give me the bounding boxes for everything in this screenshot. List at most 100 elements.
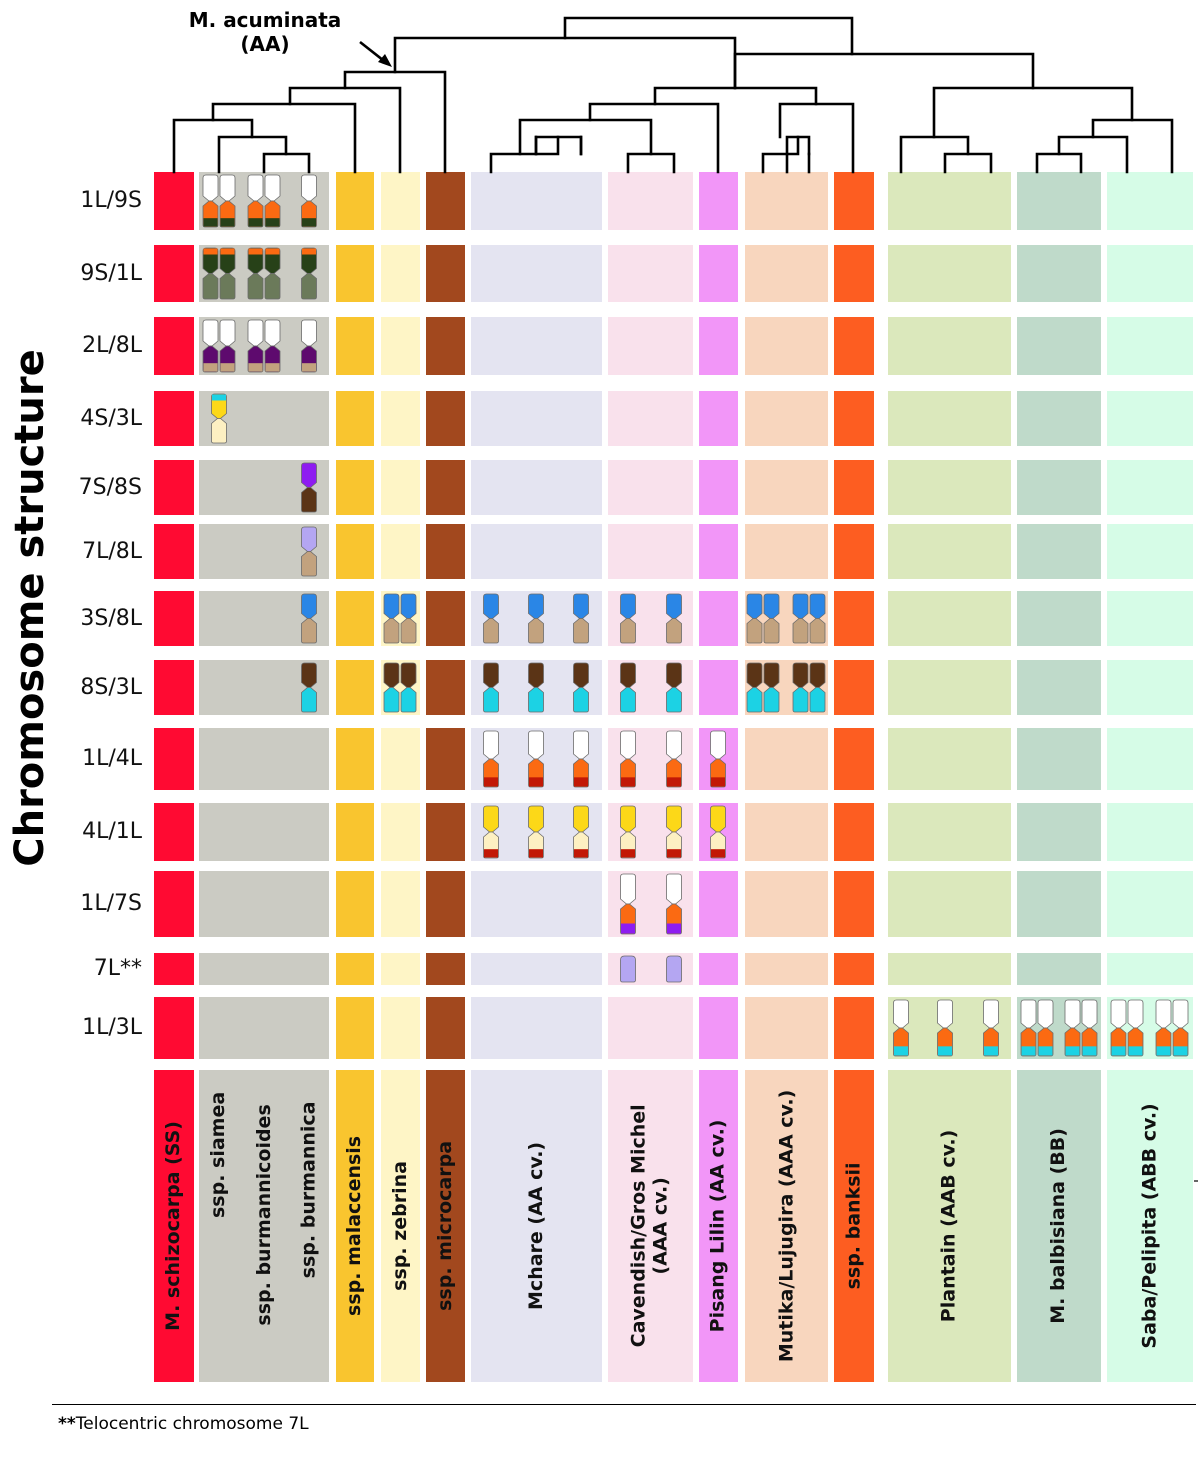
chromosome [937,999,953,1057]
chromosome-set-3s-8l-mchare [528,593,544,644]
chromosome-band [302,248,316,255]
chromosome-band [265,363,280,372]
cell-1l-7s-lilin [699,871,738,937]
tree-branch [653,86,818,106]
cell-2l-8l-mutika [745,317,828,375]
chromosome-set-1l-9s-burmannica [202,174,236,228]
chromosome [666,593,682,644]
cell-1l-9s-saba [1107,172,1193,230]
chromosome-lower-arm [483,618,499,644]
chromosome-upper-arm [219,174,236,202]
chromosome-band [621,849,635,858]
chromosome-upper-arm [1020,999,1037,1029]
chromosome-band [248,218,263,227]
row-label-1l-3l: 1L/3L [82,1015,142,1040]
taxon-label-ssp-zebrina: ssp. zebrina [388,1161,411,1291]
cell-7l-zebrina [381,953,420,985]
cell-9s-1l-microcarpa [426,245,465,302]
chromosome-lower-arm [573,687,589,713]
cell-4l-1l-burmannica [199,803,329,861]
chromosome-upper-arm [1110,999,1127,1029]
cell-7s-8s-lilin [699,460,738,515]
label-cell-cavendish [608,1070,693,1382]
chromosome [301,662,317,713]
cell-7l-saba [1107,953,1193,985]
chromosome [383,662,400,713]
root-clade-label-genome: (AA) [240,32,290,56]
chromosome-upper-arm [264,174,281,202]
cell-7s-8s-zebrina [381,460,420,515]
cell-4l-1l-schizocarpa [154,803,194,861]
cell-2l-8l-saba [1107,317,1193,375]
chromosome-upper-arm [264,319,281,347]
chromosome [301,593,317,644]
cell-3s-8l-banksii [834,591,874,646]
row-label-8s-3l: 8S/3L [80,674,142,700]
chromosome [1064,999,1081,1057]
cell-2l-8l-cavendish [608,317,693,375]
cell-4l-1l-banksii [834,803,874,861]
cell-1l-7s-schizocarpa [154,871,194,937]
cell-3s-8l-lilin [699,591,738,646]
cell-3s-8l-schizocarpa [154,591,194,646]
chromosome-upper-arm [893,999,909,1029]
chromosome-upper-arm [1127,999,1144,1029]
row-label-7s-8s: 7S/8S [78,474,142,500]
chromosome-upper-arm [247,319,264,347]
chromosome-upper-arm [809,593,826,619]
cell-7l-malaccensis [336,953,374,985]
cell-4s-3l-banksii [834,391,874,446]
chromosome-band [529,849,543,858]
chromosome [763,593,780,644]
cell-7l-8l-cavendish [608,524,693,579]
chromosome-upper-arm [710,805,726,833]
chromosome-band [302,363,316,372]
footnote-rule [52,1404,1196,1405]
cell-7s-8s-cavendish [608,460,693,515]
chromosome [483,662,499,713]
chromosome-lower-arm [792,687,809,713]
chromosome-upper-arm [666,730,682,760]
chromosome-set-4l-1l-lilin [710,805,726,859]
chromosome-upper-arm [792,662,809,688]
cell-1l-4l-balbisiana [1017,728,1101,790]
cell-4s-3l-microcarpa [426,391,465,446]
cell-1l-9s-mutika [745,172,828,230]
chromosome [666,662,682,713]
chromosome-set-2l-8l-burmannica [301,319,317,373]
cell-7l-plantain [888,953,1011,985]
cell-1l-7s-mutika [745,871,828,937]
tree-branch [288,86,402,174]
chromosome-lower-arm [247,273,264,300]
cell-9s-1l-mchare [471,245,602,302]
chromosome-lower-arm [746,618,763,644]
footnote: **Telocentric chromosome 7L [58,1414,309,1434]
cell-9s-1l-zebrina [381,245,420,302]
chromosome-upper-arm [202,174,219,202]
cell-8s-3l-plantain [888,660,1011,715]
chromosome-set-8s-3l-cavendish [666,662,682,713]
chromosome-lower-arm [746,687,763,713]
chromosome-set-8s-3l-mchare [573,662,589,713]
cell-7l-burmannica [199,953,329,985]
cell-4l-1l-saba [1107,803,1193,861]
row-label-4l-1l: 4L/1L [82,819,142,844]
cell-1l-9s-schizocarpa [154,172,194,230]
label-cell-malaccensis [336,1070,374,1382]
chromosome [792,662,809,713]
cell-7l-microcarpa [426,953,465,985]
tree-branch [489,135,560,174]
cell-3s-8l-balbisiana [1017,591,1101,646]
chromosome-upper-arm [666,593,682,619]
chromosome [573,593,589,644]
label-cell-banksii [834,1070,874,1382]
cell-7s-8s-malaccensis [336,460,374,515]
chromosome-lower-arm [528,687,544,713]
cell-7l-8l-mchare [471,524,602,579]
chromosome-set-1l-4l-cavendish [666,730,682,788]
chromosome-set-9s-1l-burmannica [301,247,317,300]
chromosome [383,593,400,644]
chromosome-band [248,363,263,372]
cell-1l-9s-cavendish [608,172,693,230]
cell-8s-3l-malaccensis [336,660,374,715]
